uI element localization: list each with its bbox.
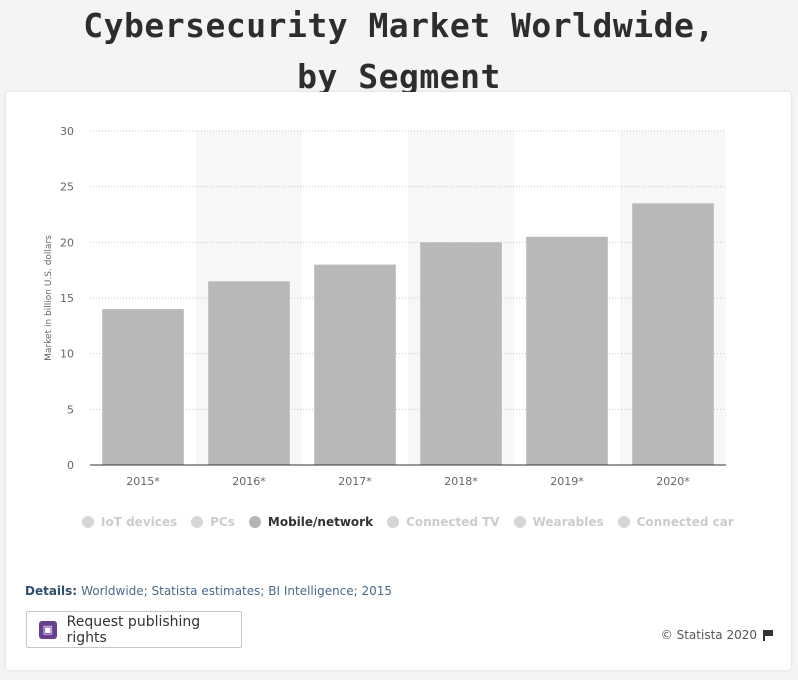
legend-label: Wearables xyxy=(532,515,604,529)
x-tick-label: 2019* xyxy=(550,475,584,488)
legend-dot-icon xyxy=(248,516,261,528)
legend-label: Connected TV xyxy=(406,515,500,529)
bar xyxy=(314,264,396,465)
y-tick-label: 10 xyxy=(60,348,74,361)
y-tick-label: 25 xyxy=(60,181,74,194)
details: Details: Worldwide; Statista estimates; B… xyxy=(25,584,392,598)
x-tick-label: 2017* xyxy=(338,475,372,488)
y-tick-label: 5 xyxy=(67,403,74,416)
legend-item-wearables[interactable]: Wearables xyxy=(513,515,604,529)
flag-icon[interactable] xyxy=(763,629,773,641)
y-tick-label: 0 xyxy=(67,459,74,472)
page-title: Cybersecurity Market Worldwide, by Segme… xyxy=(0,0,798,102)
y-tick-label: 30 xyxy=(60,125,74,138)
legend-dot-icon xyxy=(387,516,400,528)
y-tick-label: 15 xyxy=(60,292,74,305)
legend-dot-icon xyxy=(191,516,204,528)
legend-dot-icon xyxy=(513,516,526,528)
x-tick-label: 2018* xyxy=(444,475,478,488)
legend-label: Connected car xyxy=(636,515,734,529)
bar xyxy=(526,236,608,465)
request-publishing-rights-button[interactable]: ▣ Request publishing rights xyxy=(26,611,242,648)
bar xyxy=(208,281,290,465)
chart-legend: IoT devices PCs Mobile/network Connected… xyxy=(82,512,748,532)
copyright: © Statista 2020 xyxy=(661,628,773,642)
legend-item-connected-tv[interactable]: Connected TV xyxy=(387,515,500,529)
legend-dot-icon xyxy=(82,516,94,528)
x-tick-label: 2015* xyxy=(126,475,160,488)
bar xyxy=(420,242,502,465)
legend-item-connected-car[interactable]: Connected car xyxy=(617,515,734,529)
y-tick-label: 20 xyxy=(60,236,74,249)
bar xyxy=(102,309,184,465)
details-label: Details: xyxy=(25,584,78,598)
publish-button-label: Request publishing rights xyxy=(66,613,201,646)
legend-label: PCs xyxy=(210,515,235,529)
x-tick-label: 2016* xyxy=(232,475,266,488)
legend-label: IoT devices xyxy=(101,515,178,529)
legend-item-pcs[interactable]: PCs xyxy=(191,515,235,529)
legend-label: Mobile/network xyxy=(267,515,374,529)
bar xyxy=(632,203,714,465)
legend-dot-icon xyxy=(617,516,630,528)
publish-icon: ▣ xyxy=(39,620,57,639)
legend-item-mobile-network[interactable]: Mobile/network xyxy=(248,515,374,529)
details-text[interactable]: Worldwide; Statista estimates; BI Intell… xyxy=(81,584,393,598)
chart-card: 0 5 10 15 20 25 30 Market in billion U.S. dolla… xyxy=(6,92,791,670)
copyright-text[interactable]: © Statista 2020 xyxy=(660,628,757,642)
x-tick-label: 2020* xyxy=(656,475,690,488)
y-axis-title: Market in billion U.S. dollars xyxy=(44,235,54,361)
page-title-line1: Cybersecurity Market Worldwide, xyxy=(83,6,715,45)
bar-chart: 0 5 10 15 20 25 30 Market in billion U.S. dolla… xyxy=(44,125,726,488)
legend-item-iot-devices[interactable]: IoT devices xyxy=(82,515,177,529)
page-title-line2: by Segment xyxy=(297,57,501,96)
